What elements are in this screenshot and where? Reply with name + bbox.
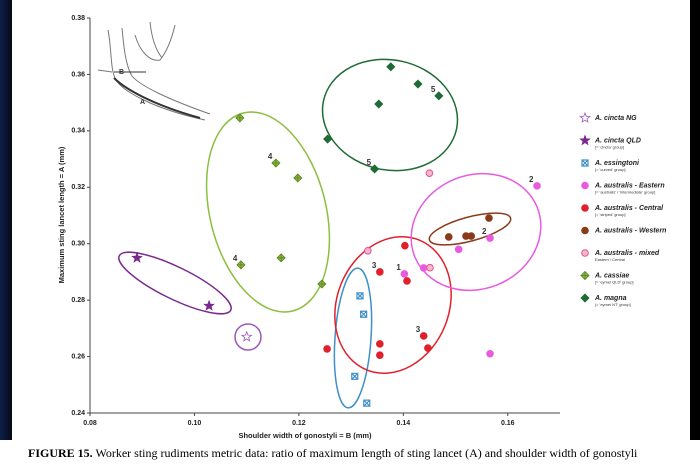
x-tick-label: 0.10 bbox=[188, 420, 202, 427]
legend-marker bbox=[582, 250, 589, 257]
marker bbox=[425, 345, 432, 352]
page: {"chart_data": { "type": "scatter", "cap… bbox=[0, 0, 700, 464]
point-label: 2 bbox=[482, 227, 487, 236]
x-tick-label: 0.08 bbox=[83, 420, 97, 427]
figure: B A Maximum sting lancet length = A (mm)… bbox=[0, 0, 700, 464]
y-tick-label: 0.32 bbox=[71, 184, 85, 191]
point-label: 3 bbox=[372, 261, 377, 270]
marker bbox=[534, 183, 541, 190]
legend-label: A. australis - mixed bbox=[594, 250, 660, 257]
legend-note: [= 'curved' group] bbox=[595, 167, 626, 172]
marker bbox=[426, 170, 433, 177]
legend-note: [= 'striped' group] bbox=[595, 212, 626, 217]
marker bbox=[324, 346, 331, 353]
legend-label: A. australis - Western bbox=[594, 227, 666, 234]
y-tick-label: 0.28 bbox=[71, 297, 85, 304]
point-label: 2 bbox=[529, 175, 534, 184]
legend-label: A. magna bbox=[594, 295, 627, 302]
legend-marker bbox=[582, 205, 589, 212]
point-label: 3 bbox=[416, 325, 421, 334]
y-tick-label: 0.34 bbox=[71, 128, 85, 135]
marker bbox=[427, 264, 434, 271]
marker bbox=[487, 350, 494, 357]
point-label: 5 bbox=[367, 158, 372, 167]
legend-note: [= 'australis' / 'intermediate' group] bbox=[595, 190, 655, 195]
y-tick-label: 0.26 bbox=[71, 353, 85, 360]
caption-text: Worker sting rudiments metric data: rati… bbox=[95, 446, 638, 460]
caption-label: FIGURE 15. bbox=[28, 446, 93, 460]
marker bbox=[402, 242, 409, 249]
legend-label: A. cincta QLD bbox=[594, 137, 641, 144]
marker bbox=[455, 246, 462, 253]
y-axis-title: Maximum sting lancet length = A (mm) bbox=[57, 146, 66, 283]
legend-label: A. essingtoni bbox=[594, 160, 640, 167]
x-tick-label: 0.12 bbox=[292, 420, 306, 427]
inset-label: B bbox=[119, 69, 124, 76]
marker bbox=[420, 265, 427, 272]
marker bbox=[377, 269, 384, 276]
legend-marker bbox=[582, 182, 589, 189]
point-label: 4 bbox=[268, 152, 273, 161]
legend-label: A. australis - Eastern bbox=[594, 182, 665, 189]
y-tick-label: 0.38 bbox=[71, 15, 85, 22]
legend-note: Eastern / Central bbox=[595, 257, 625, 262]
point-label: 5 bbox=[431, 85, 436, 94]
y-tick-label: 0.24 bbox=[71, 410, 85, 417]
legend-label: A. cassiae bbox=[594, 272, 629, 279]
point-label: 1 bbox=[396, 263, 401, 272]
marker bbox=[365, 247, 372, 254]
y-tick-label: 0.36 bbox=[71, 71, 85, 78]
marker bbox=[486, 215, 493, 222]
marker bbox=[468, 233, 475, 240]
marker bbox=[377, 341, 384, 348]
legend-label: A. cincta NG bbox=[594, 115, 637, 122]
x-tick-label: 0.16 bbox=[501, 420, 515, 427]
x-tick-label: 0.14 bbox=[397, 420, 411, 427]
x-axis-title: Shoulder width of gonostyli = B (mm) bbox=[238, 431, 372, 440]
caption: FIGURE 15. Worker sting rudiments metric… bbox=[28, 446, 638, 460]
figure-panel bbox=[12, 0, 690, 440]
inset-label: A bbox=[140, 99, 145, 106]
legend-note: [= 'eymei QLD' group] bbox=[595, 280, 634, 285]
legend-marker bbox=[582, 227, 589, 234]
legend-note: [= 'eymei NT' group] bbox=[595, 302, 631, 307]
legend-note: [= 'cincta' group] bbox=[595, 145, 624, 150]
marker bbox=[377, 352, 384, 359]
legend-label: A. australis - Central bbox=[594, 205, 664, 212]
marker bbox=[401, 271, 408, 278]
marker bbox=[487, 235, 494, 242]
point-label: 4 bbox=[233, 254, 238, 263]
marker bbox=[445, 234, 452, 241]
marker bbox=[404, 278, 411, 285]
y-tick-label: 0.30 bbox=[71, 241, 85, 248]
marker bbox=[420, 333, 427, 340]
